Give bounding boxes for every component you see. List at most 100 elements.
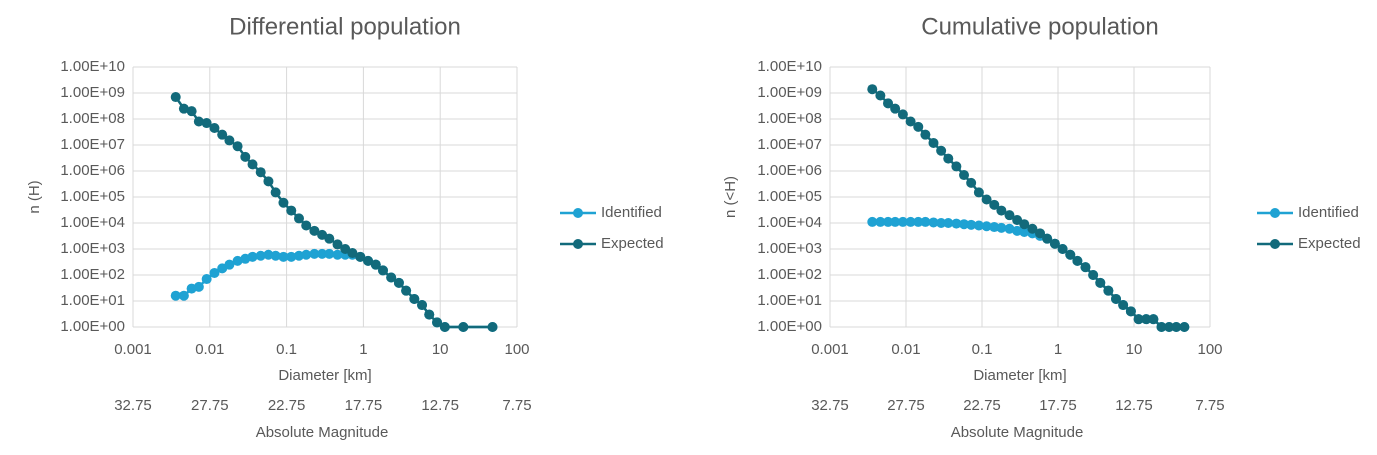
x2-tick-label: 22.75: [268, 397, 306, 414]
data-point: [1004, 210, 1015, 221]
data-point: [324, 248, 335, 259]
data-point: [232, 255, 243, 266]
x2-tick-label: 32.75: [811, 397, 849, 414]
data-point: [890, 103, 901, 114]
data-point: [424, 309, 435, 320]
y-tick-label: 1.00E+08: [60, 110, 125, 127]
x-tick-label: 10: [1126, 341, 1143, 358]
data-point: [928, 217, 939, 228]
data-point: [928, 137, 939, 148]
x2-tick-label: 27.75: [887, 397, 925, 414]
legend-marker: [573, 208, 583, 218]
x-tick-label: 0.001: [811, 341, 849, 358]
data-point: [355, 251, 366, 262]
data-point: [897, 109, 908, 120]
data-point: [1042, 233, 1053, 244]
data-point: [193, 116, 204, 127]
x-tick-label: 100: [504, 341, 529, 358]
data-point: [487, 322, 498, 332]
data-point: [890, 216, 901, 227]
data-point: [363, 255, 374, 266]
data-point: [209, 123, 220, 134]
x-tick-label: 1: [359, 341, 367, 358]
data-point: [936, 145, 947, 156]
data-point: [883, 98, 894, 109]
data-point: [883, 216, 894, 227]
data-point: [1103, 285, 1114, 296]
x-tick-label: 0.01: [195, 341, 224, 358]
data-point: [913, 121, 924, 132]
y-tick-label: 1.00E+07: [60, 136, 125, 153]
data-point: [981, 194, 992, 205]
data-point: [286, 205, 297, 216]
y-tick-label: 1.00E+06: [757, 162, 822, 179]
data-point: [263, 176, 274, 187]
x2-tick-label: 12.75: [1115, 397, 1153, 414]
data-point: [409, 293, 420, 304]
data-point: [347, 248, 358, 259]
data-point: [1148, 314, 1159, 325]
series-line: [872, 220, 1185, 329]
y-tick-label: 1.00E+02: [757, 266, 822, 283]
data-point: [973, 187, 984, 198]
x-tick-label: 0.001: [114, 341, 152, 358]
data-point: [897, 216, 908, 227]
data-point: [936, 218, 947, 228]
data-point: [193, 281, 204, 292]
data-point: [943, 218, 954, 228]
data-point: [1019, 227, 1030, 238]
data-point: [1156, 322, 1167, 332]
data-point: [867, 216, 878, 227]
x2-tick-label: 7.75: [1195, 397, 1224, 414]
data-point: [1035, 228, 1046, 239]
data-point: [1072, 255, 1083, 266]
data-point: [966, 219, 977, 230]
data-point: [309, 248, 320, 259]
x2-tick-label: 7.75: [502, 397, 531, 414]
data-point: [224, 259, 235, 270]
data-point: [240, 151, 251, 162]
x-tick-label: 0.1: [276, 341, 297, 358]
data-point: [378, 265, 389, 276]
data-point: [1004, 223, 1015, 234]
data-point: [966, 177, 977, 188]
data-point: [996, 222, 1007, 233]
data-point: [217, 129, 228, 140]
data-point: [224, 135, 235, 146]
y-tick-label: 1.00E+03: [60, 240, 125, 257]
data-point: [247, 159, 258, 170]
y-axis-title: n (H): [26, 180, 43, 213]
x2-axis-title: Absolute Magnitude: [951, 424, 1084, 441]
data-point: [1027, 223, 1038, 234]
data-point: [1095, 277, 1106, 288]
data-point: [973, 220, 984, 231]
chart-title: Cumulative population: [921, 13, 1158, 40]
data-point: [232, 141, 243, 152]
data-point: [309, 225, 320, 236]
data-point: [278, 251, 289, 262]
data-point: [913, 216, 924, 227]
data-point: [1179, 322, 1190, 332]
y-tick-label: 1.00E+05: [60, 188, 125, 205]
y-axis-title: n (<H): [722, 176, 739, 218]
data-point: [201, 274, 212, 285]
data-point: [270, 250, 281, 261]
data-point: [401, 285, 412, 296]
data-point: [186, 106, 197, 117]
x-tick-label: 1: [1054, 341, 1062, 358]
legend-marker: [1270, 208, 1280, 218]
data-point: [951, 161, 962, 172]
data-point: [301, 249, 312, 260]
x2-tick-label: 32.75: [114, 397, 152, 414]
data-point: [332, 249, 343, 260]
data-point: [170, 290, 181, 301]
data-point: [255, 250, 266, 261]
y-tick-label: 1.00E+10: [60, 58, 125, 75]
data-point: [278, 197, 289, 208]
data-point: [209, 267, 220, 278]
data-point: [905, 116, 916, 127]
data-point: [981, 221, 992, 232]
y-tick-label: 1.00E+09: [60, 84, 125, 101]
chart-title: Differential population: [229, 13, 461, 40]
x-axis-title: Diameter [km]: [278, 367, 371, 384]
